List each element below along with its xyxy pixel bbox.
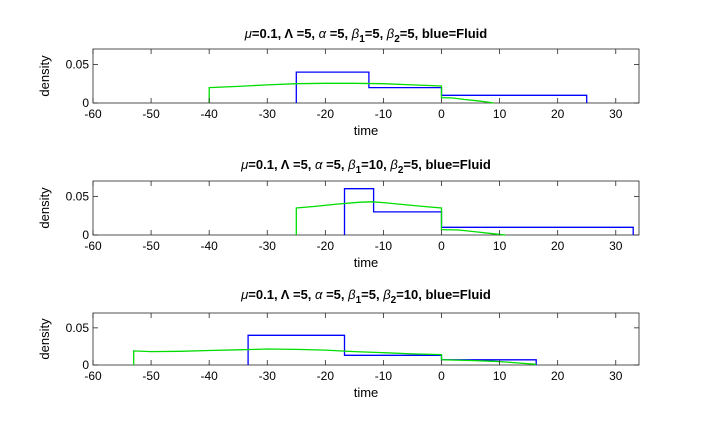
x-tick-label: 30	[609, 239, 623, 253]
y-tick-label: 0.05	[66, 321, 90, 335]
x-axis-label: time	[354, 255, 379, 270]
x-tick-label: -20	[317, 369, 335, 383]
axes-box	[92, 312, 640, 366]
x-tick-label: -10	[375, 369, 393, 383]
axes-box	[92, 48, 640, 104]
x-tick-label: 30	[609, 107, 623, 121]
x-tick-label: -20	[317, 107, 335, 121]
series-line-1	[295, 71, 588, 103]
x-tick-label: -40	[200, 107, 218, 121]
x-tick-label: -60	[84, 107, 102, 121]
subplot-2: -60 -50 -40 -30 -20 -10 0 10 20 30 0 0.05 time densit…	[37, 157, 640, 270]
x-axis-label: time	[354, 123, 379, 138]
series-line-1	[247, 334, 537, 365]
subplot-title: μ=0.1, Λ =5, α =5, β1=5, β2=10, blue=Flu…	[240, 287, 491, 306]
subplot-title: μ=0.1, Λ =5, α =5, β1=5, β2=5, blue=Flui…	[244, 26, 487, 45]
x-tick-label: 0	[438, 107, 445, 121]
x-tick-label: -30	[259, 369, 277, 383]
x-tick-label: 10	[493, 107, 507, 121]
x-tick-label: 20	[551, 107, 565, 121]
subplot-1: -60 -50 -40 -30 -20 -10 0 10 20 30 0 0.05 time densit…	[37, 26, 640, 138]
x-tick-label: -10	[375, 239, 393, 253]
series-line-2	[208, 82, 494, 104]
x-tick-label: -50	[142, 107, 160, 121]
x-tick-label: 10	[493, 369, 507, 383]
x-tick-label: -60	[84, 239, 102, 253]
y-axis-label: density	[37, 318, 52, 360]
x-tick-label: -20	[317, 239, 335, 253]
y-axis-label: density	[37, 187, 52, 229]
x-tick-label: -30	[259, 239, 277, 253]
subplot-3: -60 -50 -40 -30 -20 -10 0 10 20 30 0 0.05 time densit…	[37, 287, 640, 400]
x-tick-label: -30	[259, 107, 277, 121]
x-tick-label: -10	[375, 107, 393, 121]
x-tick-label: -50	[142, 369, 160, 383]
y-tick-label: 0	[82, 96, 89, 110]
y-axis-label: density	[37, 55, 52, 97]
series-line-2	[295, 201, 506, 236]
y-tick-label: 0.05	[66, 189, 90, 203]
x-tick-label: -60	[84, 369, 102, 383]
series-line-1	[343, 188, 634, 235]
series-line-2	[133, 348, 537, 365]
x-tick-label: 30	[609, 369, 623, 383]
y-tick-label: 0.05	[66, 57, 90, 71]
y-tick-label: 0	[82, 228, 89, 242]
x-axis-label: time	[354, 385, 379, 400]
x-tick-label: 10	[493, 239, 507, 253]
subplot-title: μ=0.1, Λ =5, α =5, β1=10, β2=5, blue=Flu…	[240, 157, 491, 176]
y-tick-label: 0	[82, 358, 89, 372]
x-tick-label: -40	[200, 369, 218, 383]
x-tick-label: -50	[142, 239, 160, 253]
x-tick-label: 20	[551, 369, 565, 383]
x-tick-label: 20	[551, 239, 565, 253]
x-tick-label: 0	[438, 369, 445, 383]
axes-box	[92, 180, 640, 236]
x-tick-label: 0	[438, 239, 445, 253]
x-tick-label: -40	[200, 239, 218, 253]
